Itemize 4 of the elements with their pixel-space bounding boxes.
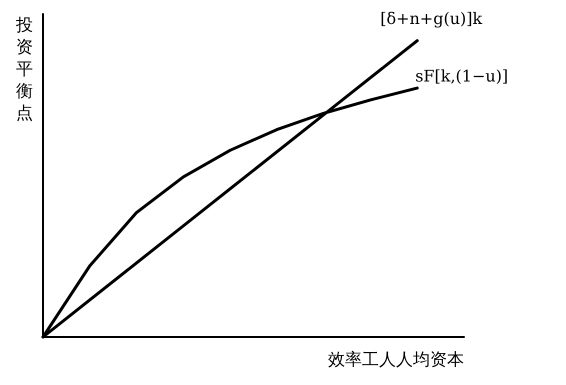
y-axis-title: 投资平衡点 bbox=[15, 16, 33, 122]
series-label: sF[k,(1−u)] bbox=[415, 66, 508, 86]
series-label: [δ+n+g(u)]k bbox=[380, 9, 482, 28]
x-axis-title: 效率工人人均资本 bbox=[328, 350, 464, 369]
